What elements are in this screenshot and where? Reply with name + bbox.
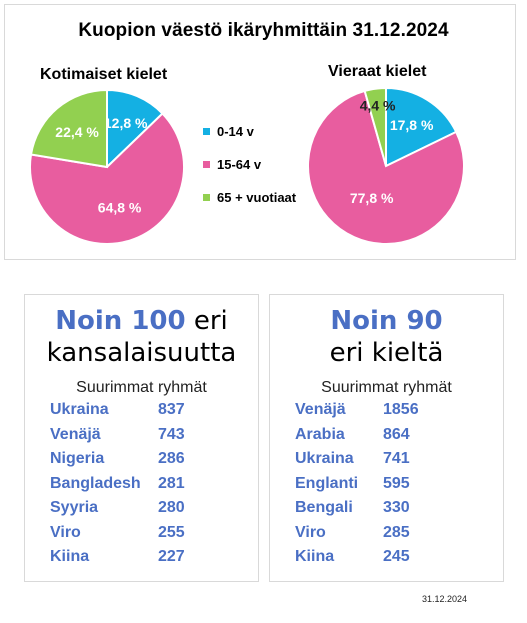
list-item: Englanti 595 (295, 475, 475, 495)
list-item-name: Viro (295, 523, 326, 541)
nationalities-headline-rest: eri (185, 306, 228, 336)
nationalities-headline: Noin 100 eri kansalaisuutta (25, 305, 258, 369)
pie-slice-foreign-65-plus (363, 86, 387, 167)
pie-title-domestic: Kotimaiset kielet (40, 66, 168, 83)
legend-item-0-14: 0-14 v (203, 124, 254, 139)
list-item: Viro 255 (50, 524, 230, 544)
list-item-value: 595 (383, 474, 410, 492)
list-item-value: 286 (158, 450, 185, 467)
list-item-value: 743 (158, 425, 185, 443)
pie-label-domestic-65-plus: 22,4 % (55, 124, 99, 140)
list-item-name: Arabia (295, 425, 345, 443)
list-item-value: 245 (383, 548, 410, 565)
list-item: Kiina 245 (295, 548, 475, 568)
list-item: Nigeria 286 (50, 450, 230, 470)
list-item: Venäjä 1856 (295, 401, 475, 421)
pie-label-domestic-15-64: 64,8 % (98, 199, 142, 215)
list-item-name: Nigeria (50, 450, 105, 467)
pie-slice-domestic-0-14 (106, 88, 164, 170)
list-item-value: 281 (158, 474, 185, 492)
chart-title: Kuopion väestö ikäryhmittäin 31.12.2024 (78, 20, 449, 41)
list-item-name: Syyria (50, 499, 99, 516)
pie-title-foreign: Vieraat kielet (328, 63, 427, 80)
languages-headline-line2: eri kieltä (329, 338, 444, 368)
legend-item-65-plus: 65 + vuotiaat (203, 190, 296, 205)
list-item-name: Bangladesh (50, 474, 141, 492)
languages-subtitle: Suurimmat ryhmät (321, 379, 452, 396)
footnote-date: 31.12.2024 (422, 594, 468, 604)
legend-swatch-15-64 (203, 161, 210, 168)
pie-label-foreign-0-14: 17,8 % (390, 117, 434, 133)
legend-label: 15-64 v (217, 157, 262, 172)
legend-label: 0-14 v (217, 124, 254, 139)
list-item-name: Venäjä (50, 425, 101, 443)
list-item-value: 1856 (383, 401, 419, 418)
list-item-value: 285 (383, 523, 410, 541)
list-item-name: Kiina (295, 548, 335, 565)
pie-label-foreign-65-plus: 4,4 % (360, 98, 396, 114)
pie-slice-foreign-0-14 (385, 86, 458, 168)
legend-item-15-64: 15-64 v (203, 157, 261, 172)
pie-charts: 12,8 % 64,8 % 22,4 % 17,8 % 77,8 % 4,4 % (29, 86, 465, 245)
nationalities-box: Noin 100 eri kansalaisuutta Suurimmat ry… (24, 294, 259, 582)
list-item: Ukraina 837 (50, 401, 230, 421)
list-item: Arabia 864 (295, 426, 475, 446)
list-item: Bangladesh 281 (50, 475, 230, 495)
legend-swatch-0-14 (203, 128, 210, 135)
list-item: Kiina 227 (50, 548, 230, 568)
pie-slice-domestic-15-64 (29, 112, 185, 245)
pie-label-foreign-15-64: 77,8 % (350, 190, 394, 206)
list-item-name: Viro (50, 523, 81, 541)
list-item-value: 280 (158, 499, 185, 516)
list-item-value: 255 (158, 523, 185, 541)
nationalities-subtitle: Suurimmat ryhmät (76, 379, 207, 396)
list-item-value: 227 (158, 548, 185, 565)
list-item: Bengali 330 (295, 499, 475, 519)
list-item-name: Ukraina (50, 401, 109, 418)
legend-swatch-65-plus (203, 194, 210, 201)
pie-label-domestic-0-14: 12,8 % (104, 115, 148, 131)
list-item-name: Bengali (295, 499, 353, 516)
list-item: Viro 285 (295, 524, 475, 544)
list-item: Syyria 280 (50, 499, 230, 519)
languages-box: Noin 90 eri kieltä Suurimmat ryhmät Venä… (269, 294, 504, 582)
list-item-name: Englanti (295, 474, 359, 492)
list-item-name: Kiina (50, 548, 90, 565)
list-item-value: 741 (383, 450, 410, 467)
list-item-name: Venäjä (295, 401, 346, 418)
legend-label: 65 + vuotiaat (217, 190, 297, 205)
list-item-value: 837 (158, 401, 185, 418)
pie-slice-foreign-15-64 (307, 89, 465, 245)
languages-headline: Noin 90 eri kieltä (270, 305, 503, 369)
nationalities-headline-strong: Noin 100 (55, 306, 186, 336)
list-item-value: 330 (383, 499, 410, 516)
languages-headline-strong: Noin 90 (330, 306, 443, 336)
list-item-value: 864 (383, 425, 410, 443)
list-item: Ukraina 741 (295, 450, 475, 470)
list-item-name: Ukraina (295, 450, 354, 467)
list-item: Venäjä 743 (50, 426, 230, 446)
nationalities-headline-line2: kansalaisuutta (46, 338, 237, 368)
pie-slice-domestic-65-plus (29, 88, 108, 169)
